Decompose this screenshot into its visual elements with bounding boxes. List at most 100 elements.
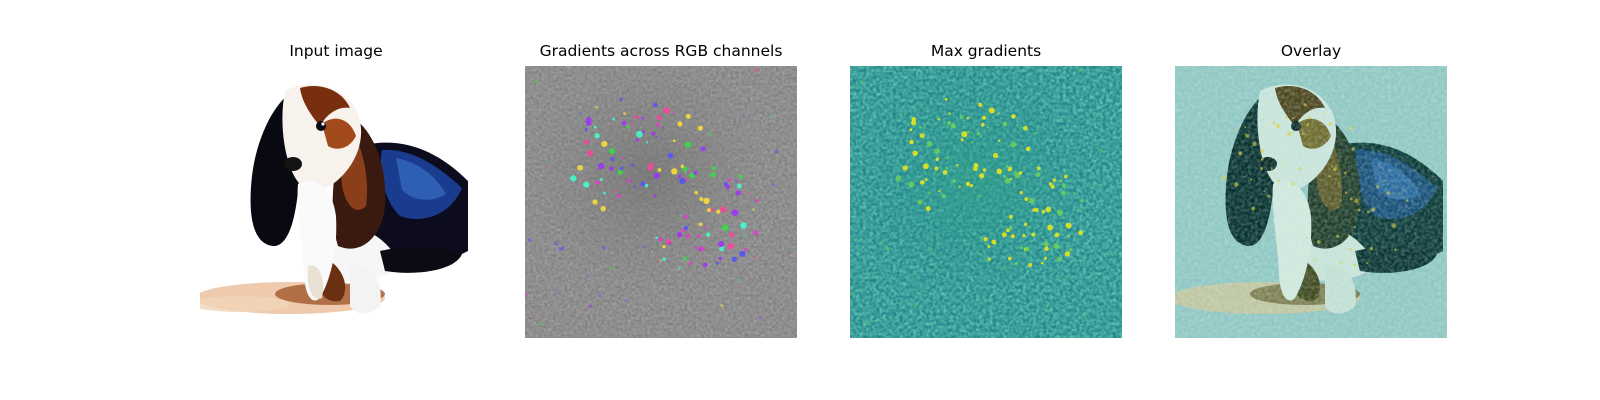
gradient-speck <box>1366 262 1369 265</box>
gradient-speck <box>676 232 683 238</box>
gradient-speck <box>609 265 613 269</box>
gradient-speck <box>706 232 711 237</box>
gradient-speck <box>1084 316 1087 320</box>
gradient-speck <box>533 314 536 317</box>
gradient-speck <box>1303 103 1307 107</box>
gradient-speck <box>1371 207 1376 212</box>
gradient-speck <box>1043 256 1047 260</box>
gradient-speck <box>1306 123 1310 127</box>
gradient-speck <box>850 293 853 296</box>
gradient-speck <box>970 184 974 188</box>
gradient-speck <box>1328 175 1331 178</box>
gradient-speck <box>1283 186 1286 188</box>
gradient-speck <box>997 112 1000 115</box>
gradient-speck <box>981 115 987 120</box>
gradient-speck <box>758 316 762 320</box>
gradient-speck <box>700 146 706 152</box>
gradient-speck <box>1010 141 1016 148</box>
gradient-speck <box>1063 174 1068 179</box>
gradient-speck <box>655 122 660 127</box>
gradient-speck <box>742 116 745 119</box>
gradient-speck <box>864 321 867 325</box>
gradient-speck <box>670 88 673 91</box>
gradient-speck <box>693 170 698 175</box>
gradient-speck <box>671 168 678 175</box>
gradient-speck <box>1019 191 1023 195</box>
gradient-speck <box>937 118 941 121</box>
gradient-speck <box>1052 178 1056 182</box>
gradient-speck <box>743 247 748 252</box>
gradient-speck <box>727 178 732 183</box>
gradient-speck <box>655 135 658 139</box>
gradient-speck <box>987 257 991 261</box>
gradient-speck <box>996 88 998 91</box>
gradient-speck <box>1078 230 1084 236</box>
gradient-speck <box>684 177 688 181</box>
gradient-speck <box>958 185 961 188</box>
gradient-speck <box>997 139 1001 142</box>
gradient-speck <box>952 179 956 183</box>
gradient-speck <box>1097 183 1100 187</box>
gradient-speck <box>682 256 687 261</box>
gradient-speck <box>1044 246 1049 252</box>
gradient-speck <box>1059 180 1062 183</box>
overlay-title: Overlay <box>1280 42 1342 60</box>
gradient-speck <box>619 97 623 101</box>
gradient-speck <box>1008 225 1013 230</box>
gradient-speck <box>558 247 562 251</box>
gradient-speck <box>987 126 990 129</box>
gradient-speck <box>584 128 588 132</box>
gradient-speck <box>1234 128 1238 131</box>
gradient-speck <box>719 246 725 252</box>
gradient-speck <box>551 132 554 135</box>
gradient-speck <box>697 233 701 238</box>
gradient-speck <box>973 166 978 171</box>
gradient-speck <box>578 112 582 115</box>
gradient-speck <box>908 181 915 188</box>
gradient-speck <box>672 139 676 143</box>
gradient-speck <box>554 241 559 246</box>
gradient-speck <box>1002 266 1006 270</box>
gradient-speck <box>685 113 691 119</box>
gradient-speck <box>718 256 723 260</box>
gradient-speck <box>902 165 908 171</box>
gradient-speck <box>679 177 686 185</box>
gradient-speck <box>909 128 913 132</box>
gradient-speck <box>754 68 759 73</box>
gradient-speck <box>1271 157 1274 159</box>
gradient-speck <box>731 209 739 216</box>
gradient-speck <box>1328 122 1332 126</box>
gradient-speck <box>694 246 699 250</box>
gradient-speck <box>927 246 931 250</box>
gradient-speck <box>617 169 623 176</box>
gradient-speck <box>1376 185 1380 189</box>
gradient-speck <box>919 125 922 129</box>
gradient-speck <box>853 238 856 242</box>
gradient-speck <box>1366 210 1370 214</box>
gradient-speck <box>1047 224 1054 231</box>
gradient-speck <box>636 130 643 138</box>
gradient-speck <box>647 166 653 172</box>
gradient-speck <box>740 222 747 229</box>
gradient-speck <box>941 66 944 69</box>
gradient-speck <box>659 259 663 262</box>
gradient-speck <box>909 139 914 145</box>
gradient-speck <box>595 105 599 109</box>
gradient-speck <box>984 259 987 262</box>
gradient-speck <box>1078 255 1082 258</box>
gradient-speck <box>923 163 929 170</box>
gradient-speck <box>1291 182 1295 186</box>
max-gradient-heatmap <box>850 66 1122 338</box>
gradient-speck <box>716 209 721 214</box>
gradient-speck <box>656 115 662 121</box>
gradient-speck <box>1010 234 1015 239</box>
gradient-speck <box>735 190 741 196</box>
gradient-speck <box>920 180 925 185</box>
gradient-speck <box>1245 133 1250 138</box>
gradient-speck <box>938 190 941 193</box>
gradient-speck <box>653 194 657 198</box>
gradient-speck <box>879 241 883 245</box>
gradient-speck <box>1007 256 1012 261</box>
gradient-speck <box>1053 243 1060 249</box>
gradient-speck <box>1028 198 1035 204</box>
